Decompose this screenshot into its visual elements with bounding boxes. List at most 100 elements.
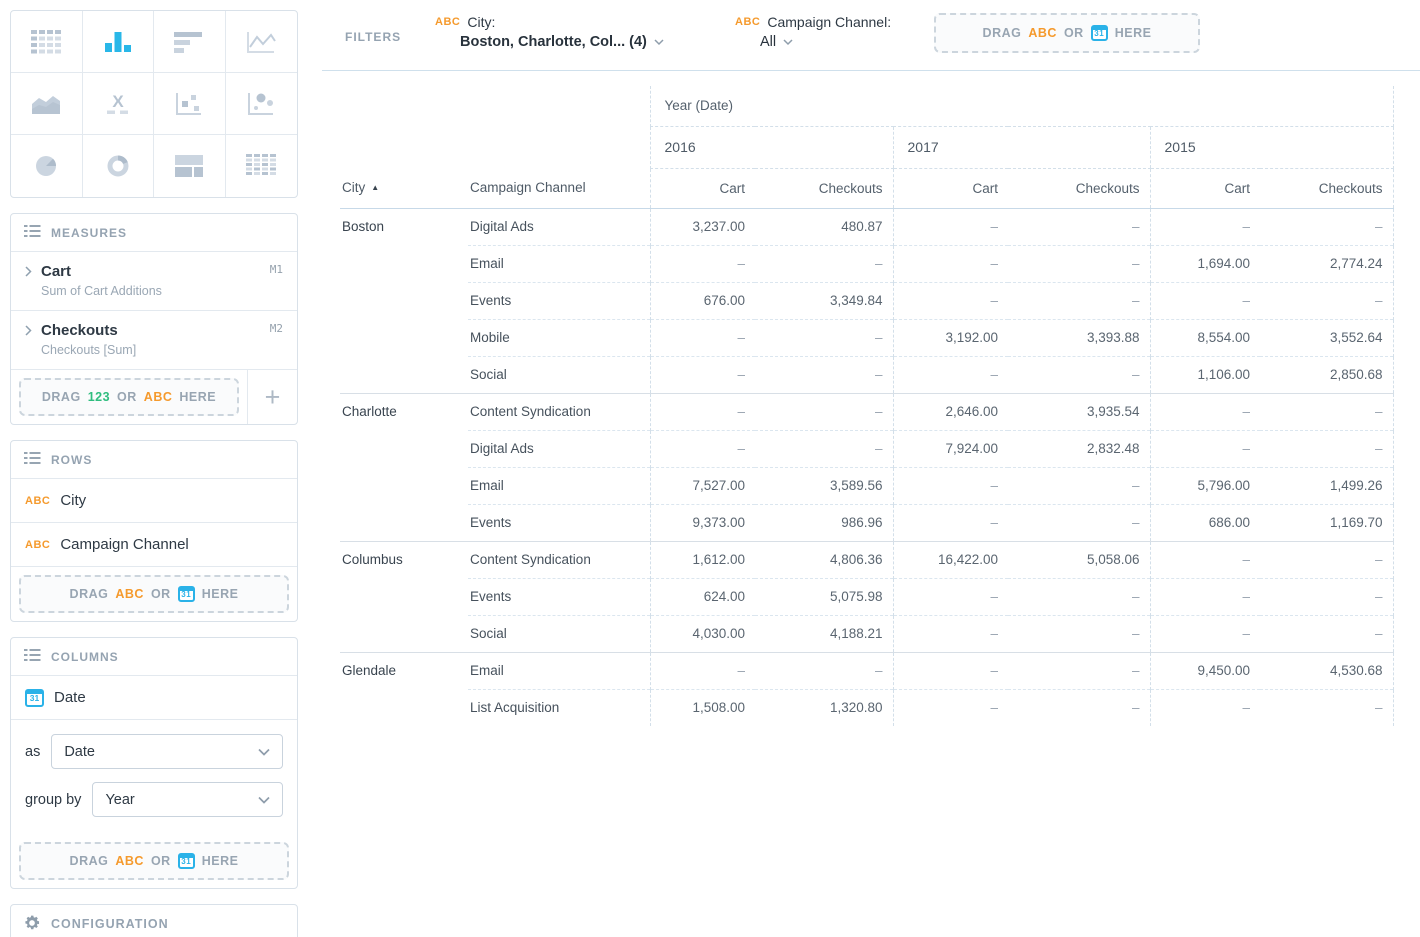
year-header-2017[interactable]: 2017 xyxy=(892,126,1150,169)
pivot-table-area: Year (Date) 2016 2017 2015 City ▲ Campaig… xyxy=(340,86,1420,726)
chart-type-horizontal-bar-icon[interactable] xyxy=(154,11,226,73)
checkouts-header[interactable]: Checkouts xyxy=(1260,168,1394,209)
channel-cell: Social xyxy=(468,614,650,652)
year-header-2016[interactable]: 2016 xyxy=(649,126,893,169)
date-controls: as Date group by Year xyxy=(11,720,297,834)
measure-item[interactable]: Checkouts M2 Checkouts [Sum] xyxy=(11,311,297,370)
cart-header[interactable]: Cart xyxy=(892,168,1008,209)
value-cell: – xyxy=(1149,577,1260,615)
chart-type-pie-icon[interactable] xyxy=(11,135,83,197)
value-cell: 1,508.00 xyxy=(649,688,755,726)
pivot-row: Events 676.00 3,349.84– – – – xyxy=(340,281,1394,319)
cart-header[interactable]: Cart xyxy=(1149,168,1260,209)
value-cell: 2,774.24 xyxy=(1260,244,1394,282)
calendar-icon: 31 xyxy=(25,688,44,707)
chart-type-bar-icon[interactable] xyxy=(82,11,154,73)
chevron-down-icon xyxy=(783,34,793,50)
dropzone-text: DRAG xyxy=(982,26,1022,40)
value-cell: 16,422.00 xyxy=(892,540,1008,578)
pivot-row: Boston Digital Ads 3,237.00 480.87– – – – xyxy=(340,208,1394,245)
filters-bar: FILTERS ABC City: Boston, Charlotte, Col… xyxy=(322,0,1420,70)
row-field-campaign-channel[interactable]: ABC Campaign Channel xyxy=(11,523,297,567)
measure-badge: M2 xyxy=(269,322,283,335)
measure-badge: M1 xyxy=(269,263,283,276)
gear-icon xyxy=(23,914,41,935)
year-header-2015[interactable]: 2015 xyxy=(1149,126,1394,169)
value-cell: – xyxy=(649,392,755,430)
checkouts-header[interactable]: Checkouts xyxy=(755,168,893,209)
measure-subtitle: Checkouts [Sum] xyxy=(41,343,137,357)
list-icon xyxy=(24,452,41,467)
city-column-header[interactable]: City ▲ xyxy=(340,168,468,209)
text-type-icon: ABC xyxy=(435,16,461,28)
channel-column-header[interactable]: Campaign Channel xyxy=(468,168,650,209)
columns-header: COLUMNS xyxy=(11,638,297,676)
channel-cell: Email xyxy=(468,244,650,282)
rows-dropzone[interactable]: DRAG ABC OR 31 HERE xyxy=(19,575,289,613)
channel-cell: Digital Ads xyxy=(468,429,650,467)
value-cell: – xyxy=(1008,355,1150,393)
value-cell: 624.00 xyxy=(649,577,755,615)
city-cell: Columbus xyxy=(340,540,468,652)
rows-title: ROWS xyxy=(51,452,93,467)
measure-item[interactable]: Cart M1 Sum of Cart Additions xyxy=(11,252,297,311)
chart-type-donut-icon[interactable] xyxy=(83,135,154,197)
filters-dropzone[interactable]: DRAG ABC OR 31 HERE xyxy=(934,13,1200,53)
date-display-select[interactable]: Date xyxy=(51,734,283,769)
column-dimension-header: Year (Date) xyxy=(649,86,1394,127)
filter-city[interactable]: ABC City: Boston, Charlotte, Col... (4) xyxy=(435,14,664,50)
city-cell: Glendale xyxy=(340,651,468,726)
chart-type-line-icon[interactable] xyxy=(225,11,297,73)
chart-type-scatter-icon[interactable] xyxy=(154,73,226,135)
dropzone-text: ABC xyxy=(1028,26,1057,40)
value-cell: – xyxy=(649,244,755,282)
add-measure-button[interactable]: + xyxy=(247,370,297,424)
checkouts-header[interactable]: Checkouts xyxy=(1008,168,1150,209)
measure-name: Checkouts xyxy=(41,322,118,339)
city-cell: Charlotte xyxy=(340,392,468,541)
chart-type-bubble-icon[interactable] xyxy=(225,73,297,135)
dropzone-text: OR xyxy=(117,390,137,404)
calendar-icon: 31 xyxy=(177,586,195,602)
value-cell: – xyxy=(1260,577,1394,615)
chart-type-area-icon[interactable] xyxy=(11,73,83,135)
select-value: Year xyxy=(105,791,135,808)
value-cell: – xyxy=(1149,392,1260,430)
value-cell: 2,850.68 xyxy=(1260,355,1394,393)
chart-type-treemap-icon[interactable] xyxy=(154,135,226,197)
value-cell: – xyxy=(755,651,893,689)
value-cell: – xyxy=(892,577,1008,615)
group-by-label: group by xyxy=(25,791,82,808)
cart-header[interactable]: Cart xyxy=(649,168,755,209)
rows-panel: ROWS ABC City ABC Campaign Channel DRAG ABC O… xyxy=(10,440,298,622)
chart-type-x-axis-icon[interactable]: X xyxy=(82,73,154,135)
group-by-select[interactable]: Year xyxy=(92,782,283,817)
column-field-date[interactable]: 31 Date xyxy=(11,676,297,720)
chevron-right-icon[interactable] xyxy=(25,325,41,336)
pivot-row: Email 7,527.00 3,589.56– –5,796.00 1,499.26 xyxy=(340,466,1394,504)
columns-title: COLUMNS xyxy=(51,649,119,664)
value-cell: – xyxy=(1149,614,1260,652)
pivot-row: Social – – – –1,106.00 2,850.68 xyxy=(340,355,1394,393)
value-cell: – xyxy=(1260,208,1394,245)
filter-value: Boston, Charlotte, Col... (4) xyxy=(460,34,647,50)
chart-type-pivot-table-icon[interactable] xyxy=(226,135,298,197)
measures-panel: MEASURES Cart M1 Sum of Cart Additions Chec… xyxy=(10,213,298,425)
chevron-right-icon[interactable] xyxy=(25,266,41,277)
columns-dropzone[interactable]: DRAG ABC OR 31 HERE xyxy=(19,842,289,880)
filter-campaign-channel[interactable]: ABC Campaign Channel: All xyxy=(735,14,891,50)
chart-type-table-icon[interactable] xyxy=(11,11,83,73)
calendar-icon: 31 xyxy=(1090,25,1108,41)
channel-cell: Content Syndication xyxy=(468,392,650,430)
configuration-panel[interactable]: CONFIGURATION xyxy=(10,904,298,937)
value-cell: – xyxy=(1008,577,1150,615)
row-field-city[interactable]: ABC City xyxy=(11,479,297,523)
value-cell: – xyxy=(1008,503,1150,541)
value-cell: 3,935.54 xyxy=(1008,392,1150,430)
chevron-down-icon xyxy=(654,34,664,50)
dropzone-text: OR xyxy=(150,854,171,868)
dropzone-text: OR xyxy=(1063,26,1084,40)
pivot-row: Glendale Email – – – –9,450.00 4,530.68 xyxy=(340,651,1394,726)
measures-dropzone[interactable]: DRAG 123 OR ABC HERE xyxy=(19,378,239,416)
dropzone-text: HERE xyxy=(179,390,217,404)
